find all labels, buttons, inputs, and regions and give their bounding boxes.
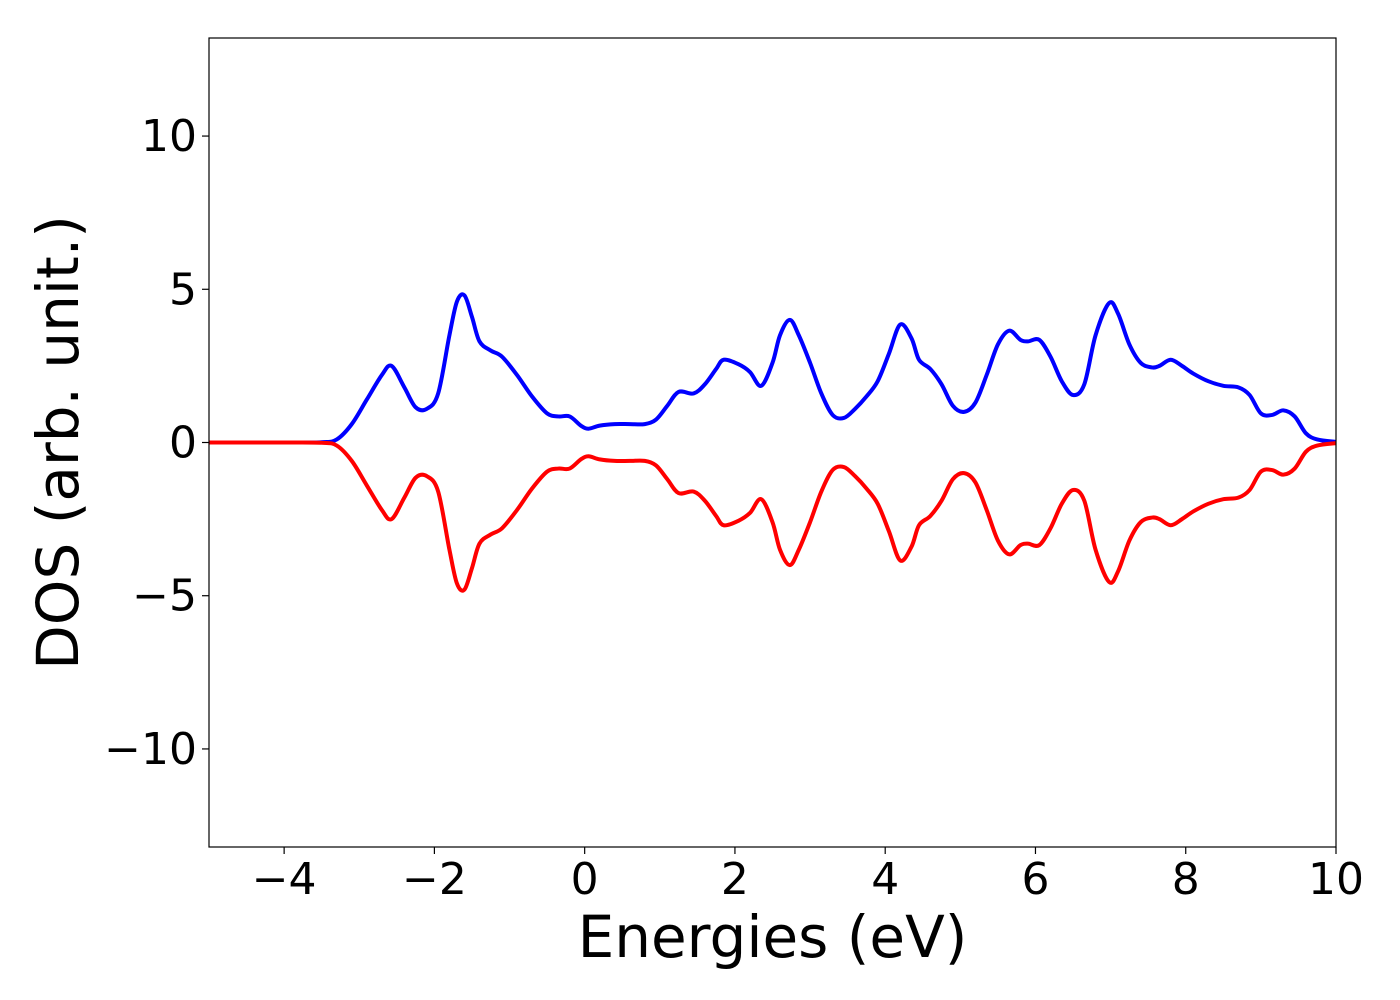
y-tick-label: −10	[104, 724, 197, 775]
y-tick-label: 10	[141, 111, 197, 162]
x-tick-label: −2	[402, 854, 467, 905]
x-tick-label: 0	[571, 854, 599, 905]
y-tick-label: −5	[132, 571, 197, 622]
x-tick-label: 10	[1308, 854, 1364, 905]
x-tick-label: 8	[1172, 854, 1200, 905]
x-tick-label: 2	[721, 854, 749, 905]
series-layer	[208, 292, 1337, 593]
x-tick-label: −4	[252, 854, 317, 905]
y-tick-label: 0	[169, 418, 197, 469]
dos-lower-line	[208, 440, 1337, 593]
x-axis-title: Energies (eV)	[578, 903, 968, 971]
dos-upper-line	[208, 292, 1337, 445]
x-axis-ticks: −4 −2 0 2 4 6 8 10	[252, 847, 1364, 905]
x-tick-label: 4	[871, 854, 899, 905]
x-tick-label: 6	[1021, 854, 1049, 905]
y-axis-title: DOS (arb. unit.)	[24, 215, 92, 670]
y-tick-label: 5	[169, 264, 197, 315]
y-axis-ticks: 10 5 0 −5 −10	[104, 111, 209, 775]
